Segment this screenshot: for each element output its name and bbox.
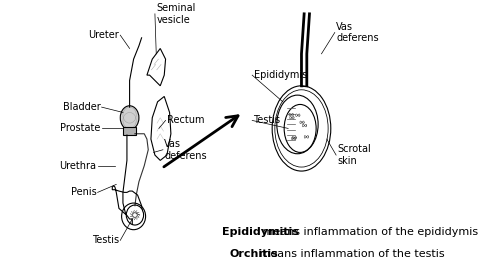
Ellipse shape — [277, 95, 318, 154]
Text: means inflammation of the testis: means inflammation of the testis — [256, 249, 445, 259]
Text: Scrotal
skin: Scrotal skin — [338, 144, 371, 166]
Text: Epididymis: Epididymis — [253, 70, 307, 80]
Text: Bladder: Bladder — [63, 102, 100, 112]
Polygon shape — [123, 127, 136, 135]
Ellipse shape — [272, 86, 331, 171]
Polygon shape — [147, 49, 165, 86]
Text: Vas
deferens: Vas deferens — [336, 22, 379, 43]
Ellipse shape — [126, 205, 143, 225]
Text: Testis: Testis — [92, 235, 119, 245]
Polygon shape — [112, 186, 143, 222]
Polygon shape — [151, 96, 171, 160]
Text: means inflammation of the epididymis: means inflammation of the epididymis — [259, 227, 478, 237]
Text: Testis: Testis — [253, 115, 281, 125]
Text: Seminal
vesicle: Seminal vesicle — [156, 3, 196, 25]
Ellipse shape — [121, 106, 139, 130]
Text: Epididymitis: Epididymitis — [222, 227, 298, 237]
Text: Ureter: Ureter — [88, 30, 119, 40]
Text: Rectum: Rectum — [167, 115, 204, 125]
Text: Urethra: Urethra — [59, 161, 96, 171]
Text: Penis: Penis — [71, 187, 96, 197]
Text: Orchitis: Orchitis — [230, 249, 278, 259]
Ellipse shape — [284, 104, 316, 152]
Text: Vas
deferens: Vas deferens — [164, 139, 207, 160]
Text: Prostate: Prostate — [60, 123, 100, 134]
